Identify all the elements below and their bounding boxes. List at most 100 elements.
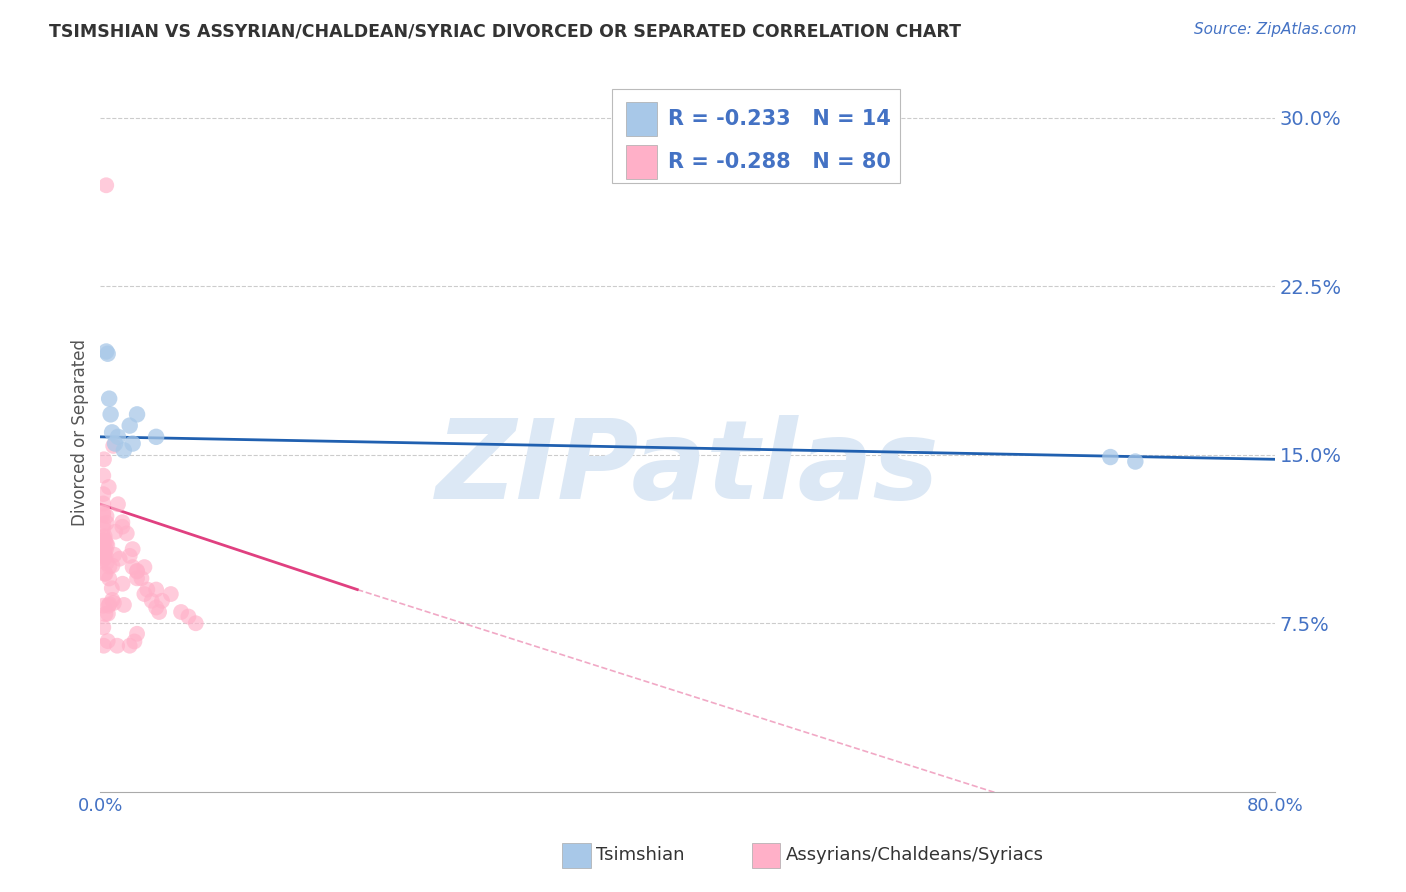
Point <box>125 408 148 422</box>
Text: Assyrians/Chaldeans/Syriacs: Assyrians/Chaldeans/Syriacs <box>786 847 1043 864</box>
Point <box>170 605 193 619</box>
Point <box>111 576 134 591</box>
Point <box>91 530 114 544</box>
Point <box>94 549 117 563</box>
Point <box>97 347 120 361</box>
Text: R = -0.233   N = 14: R = -0.233 N = 14 <box>668 109 891 129</box>
Point <box>103 596 125 610</box>
Point <box>97 607 120 621</box>
Point <box>96 344 118 359</box>
Point <box>145 582 167 597</box>
Point <box>103 548 125 562</box>
Text: R = -0.288   N = 80: R = -0.288 N = 80 <box>668 153 891 172</box>
Point <box>177 609 200 624</box>
Point <box>91 549 114 564</box>
Point <box>125 626 148 640</box>
Point <box>91 508 114 522</box>
Point <box>97 480 120 494</box>
Point <box>111 519 134 533</box>
Point <box>91 496 114 510</box>
Point <box>118 639 141 653</box>
Point <box>93 549 115 563</box>
Point <box>104 436 127 450</box>
Point <box>91 620 114 634</box>
Point <box>107 430 129 444</box>
Point <box>96 516 118 530</box>
Point <box>91 468 114 483</box>
Point <box>118 549 141 563</box>
Point <box>141 594 163 608</box>
Point <box>159 587 181 601</box>
Point <box>121 542 143 557</box>
Point <box>125 564 148 578</box>
Point <box>150 594 173 608</box>
Point <box>91 533 114 548</box>
Point <box>91 599 114 613</box>
Point <box>125 571 148 585</box>
Point <box>94 533 117 548</box>
Point <box>124 634 146 648</box>
Point <box>94 542 117 557</box>
Point <box>94 607 117 621</box>
Point <box>96 178 118 193</box>
Point <box>94 566 117 581</box>
Point <box>91 549 114 563</box>
Point <box>91 487 114 501</box>
Point <box>1123 454 1146 468</box>
Point <box>91 522 114 536</box>
Point <box>145 600 167 615</box>
Point <box>98 597 121 611</box>
Point <box>93 452 115 467</box>
Text: ZIPatlas: ZIPatlas <box>436 415 939 522</box>
Point <box>134 587 156 601</box>
Point <box>101 558 124 573</box>
Point <box>96 556 118 570</box>
Point <box>91 551 114 566</box>
Point <box>101 425 124 440</box>
Point <box>98 572 121 586</box>
Text: Tsimshian: Tsimshian <box>596 847 685 864</box>
Point <box>91 543 114 558</box>
Y-axis label: Divorced or Separated: Divorced or Separated <box>72 339 89 526</box>
Point <box>96 538 118 552</box>
Point <box>136 582 159 597</box>
Point <box>91 517 114 532</box>
Point <box>184 616 207 631</box>
Point <box>103 439 125 453</box>
Text: TSIMSHIAN VS ASSYRIAN/CHALDEAN/SYRIAC DIVORCED OR SEPARATED CORRELATION CHART: TSIMSHIAN VS ASSYRIAN/CHALDEAN/SYRIAC DI… <box>49 22 962 40</box>
Point <box>93 566 115 581</box>
Point <box>105 639 128 653</box>
Point <box>112 443 135 458</box>
Point <box>93 639 115 653</box>
Point <box>93 544 115 558</box>
Point <box>112 598 135 612</box>
Point <box>111 515 134 529</box>
Point <box>96 509 118 524</box>
Point <box>96 537 118 551</box>
Point <box>101 593 124 607</box>
Point <box>100 408 122 422</box>
Point <box>104 524 127 539</box>
Point <box>91 536 114 550</box>
Point <box>115 526 138 541</box>
Point <box>98 392 121 406</box>
Point <box>97 599 120 613</box>
Point <box>98 559 121 574</box>
Point <box>121 436 143 450</box>
Point <box>121 560 143 574</box>
Point <box>145 430 167 444</box>
Point <box>1099 450 1122 464</box>
Point <box>101 581 124 595</box>
Point <box>93 529 115 543</box>
Point <box>148 605 170 619</box>
Point <box>118 418 141 433</box>
Point <box>131 571 153 585</box>
Point <box>97 634 120 648</box>
Point <box>125 565 148 579</box>
Point <box>134 560 156 574</box>
Point <box>91 553 114 567</box>
Point <box>108 551 131 566</box>
Point <box>107 497 129 511</box>
Text: Source: ZipAtlas.com: Source: ZipAtlas.com <box>1194 22 1357 37</box>
Point <box>91 506 114 520</box>
